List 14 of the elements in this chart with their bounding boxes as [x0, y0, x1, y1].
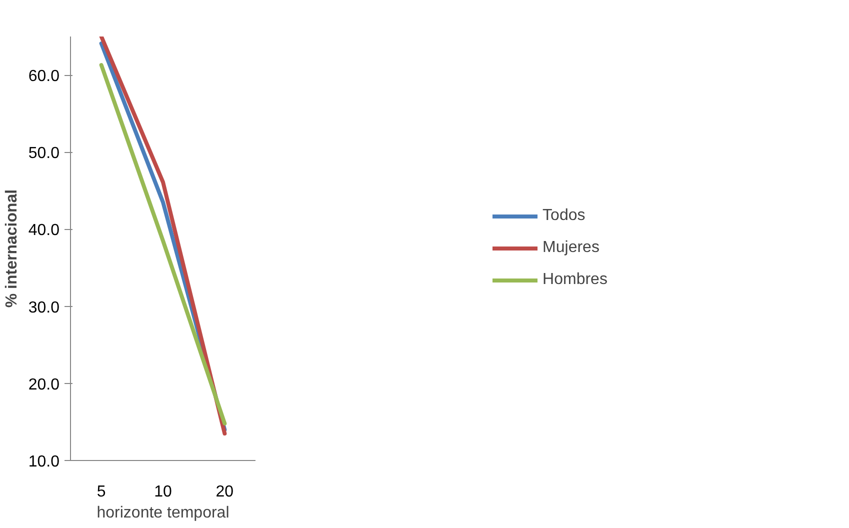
y-tick-label: 50.0 — [28, 145, 60, 162]
y-tick-label: 30.0 — [28, 299, 60, 316]
y-tick-label: 10.0 — [28, 454, 60, 470]
x-tick-label: 20 — [216, 484, 234, 500]
x-tick-label: 5 — [96, 484, 106, 500]
y-tick-label: 20.0 — [28, 376, 60, 394]
legend-label: Hombres — [542, 271, 608, 289]
y-tick-label: 40.0 — [28, 222, 60, 240]
legend-label: Todos — [542, 207, 586, 225]
y-axis-title: % internacional — [3, 189, 20, 308]
y-tick-label: 60.0 — [28, 68, 60, 86]
x-tick-label: 10 — [154, 484, 172, 500]
x-axis-title: horizonte temporal — [96, 504, 230, 522]
legend-label: Mujeres — [542, 239, 600, 257]
